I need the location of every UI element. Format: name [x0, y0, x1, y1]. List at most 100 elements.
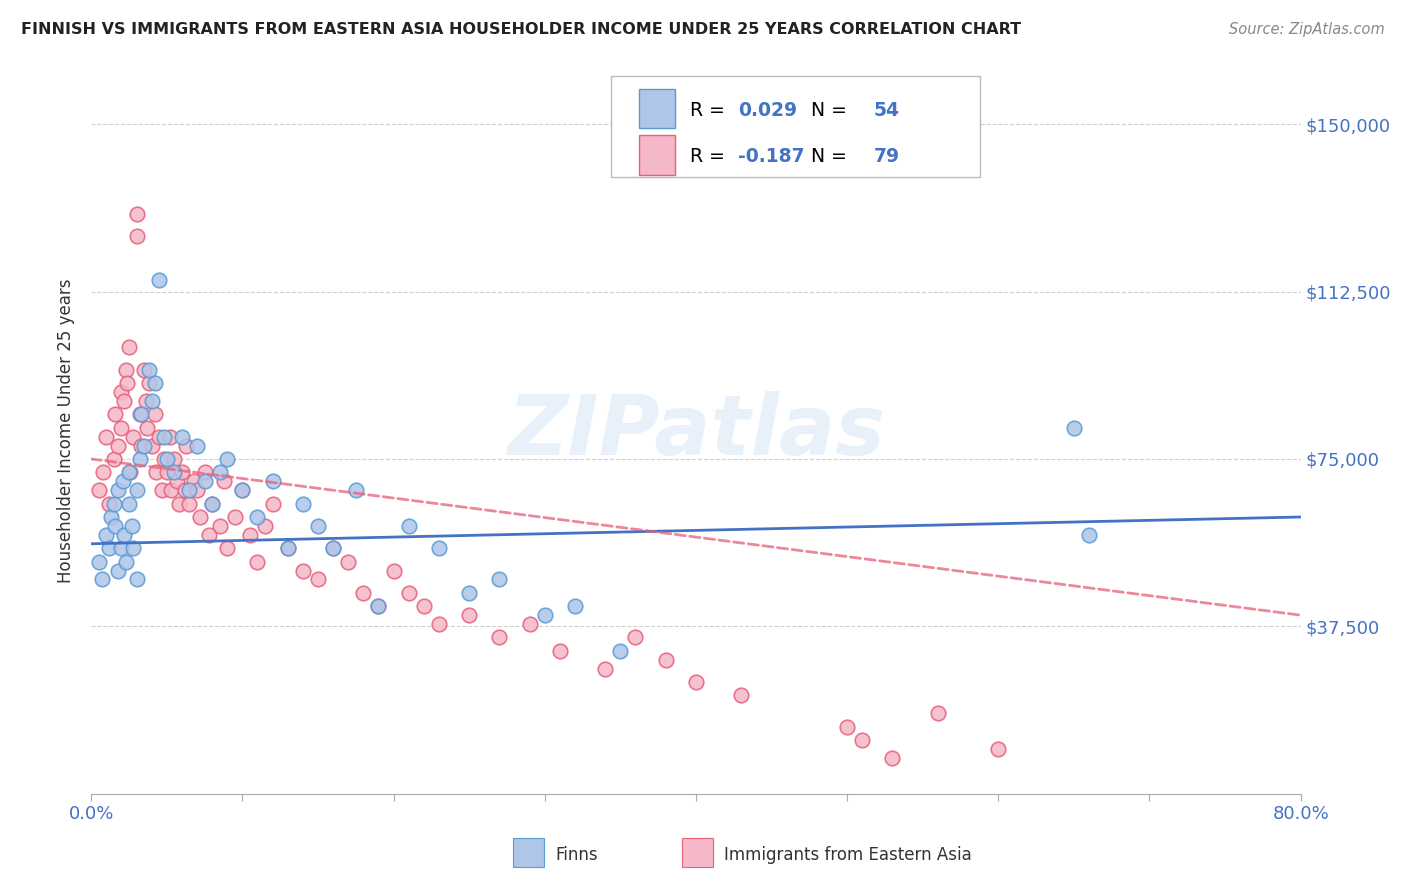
Point [488, 573, 510, 587]
Point [262, 475, 284, 489]
Point [193, 475, 215, 489]
Point [548, 644, 571, 658]
Point [291, 564, 314, 578]
Point [98, 497, 121, 511]
Point [122, 541, 145, 556]
Point [685, 675, 707, 690]
Point [138, 363, 160, 377]
Point [277, 541, 299, 556]
Point [170, 466, 193, 480]
Point [253, 519, 276, 533]
Point [104, 519, 127, 533]
Point [730, 689, 752, 703]
Point [110, 421, 132, 435]
Point [398, 586, 420, 600]
Point [91, 466, 114, 480]
Point [307, 573, 329, 587]
Point [121, 519, 143, 533]
Point [427, 617, 450, 632]
Point [125, 483, 148, 498]
Point [138, 376, 160, 391]
Text: -0.187: -0.187 [738, 147, 804, 166]
Point [344, 483, 367, 498]
Point [103, 497, 125, 511]
Point [156, 452, 179, 467]
Point [125, 206, 148, 220]
Point [152, 430, 174, 444]
Point [927, 706, 949, 721]
Point [208, 466, 231, 480]
Point [882, 751, 904, 765]
Point [564, 599, 586, 614]
Text: Immigrants from Eastern Asia: Immigrants from Eastern Asia [724, 846, 972, 863]
Point [141, 394, 163, 409]
Text: 0.029: 0.029 [738, 101, 797, 120]
Text: 54: 54 [873, 101, 900, 120]
Point [533, 608, 555, 623]
Point [246, 510, 269, 524]
Point [125, 228, 148, 243]
Point [458, 586, 481, 600]
Point [112, 394, 135, 409]
Point [103, 452, 125, 467]
Point [143, 408, 166, 422]
Point [246, 555, 269, 569]
Point [98, 541, 121, 556]
Point [212, 475, 235, 489]
Point [104, 408, 127, 422]
Point [118, 340, 141, 354]
Point [100, 510, 122, 524]
Point [239, 528, 262, 542]
Point [307, 519, 329, 533]
Point [107, 564, 129, 578]
Point [135, 394, 157, 409]
Text: ZIPatlas: ZIPatlas [508, 391, 884, 472]
Point [173, 483, 195, 498]
Point [186, 483, 208, 498]
Point [654, 653, 676, 667]
Point [107, 483, 129, 498]
Point [125, 573, 148, 587]
Point [152, 452, 174, 467]
Point [115, 555, 138, 569]
Point [90, 573, 112, 587]
Text: Source: ZipAtlas.com: Source: ZipAtlas.com [1229, 22, 1385, 37]
Point [367, 599, 389, 614]
Point [163, 466, 186, 480]
Point [166, 475, 188, 489]
Point [128, 452, 150, 467]
Point [262, 497, 284, 511]
Point [96, 430, 118, 444]
Point [458, 608, 481, 623]
Point [176, 439, 198, 453]
Point [398, 519, 420, 533]
Point [231, 483, 253, 498]
Point [129, 408, 152, 422]
Point [120, 466, 142, 480]
Text: N =: N = [799, 101, 852, 120]
Point [322, 541, 344, 556]
FancyBboxPatch shape [612, 76, 980, 178]
Point [183, 475, 205, 489]
Text: R =: R = [690, 101, 731, 120]
Point [118, 466, 141, 480]
Point [412, 599, 434, 614]
Y-axis label: Householder Income Under 25 years: Householder Income Under 25 years [58, 279, 75, 583]
Point [128, 408, 150, 422]
Point [117, 376, 139, 391]
FancyBboxPatch shape [640, 135, 675, 175]
Point [201, 497, 224, 511]
Point [112, 528, 135, 542]
Point [1078, 528, 1101, 542]
Point [136, 421, 159, 435]
Point [277, 541, 299, 556]
Point [382, 564, 405, 578]
Point [367, 599, 389, 614]
Point [352, 586, 374, 600]
Point [609, 644, 631, 658]
Point [148, 430, 170, 444]
Text: 79: 79 [873, 147, 900, 166]
Point [188, 510, 211, 524]
Point [231, 483, 253, 498]
Point [110, 385, 132, 400]
